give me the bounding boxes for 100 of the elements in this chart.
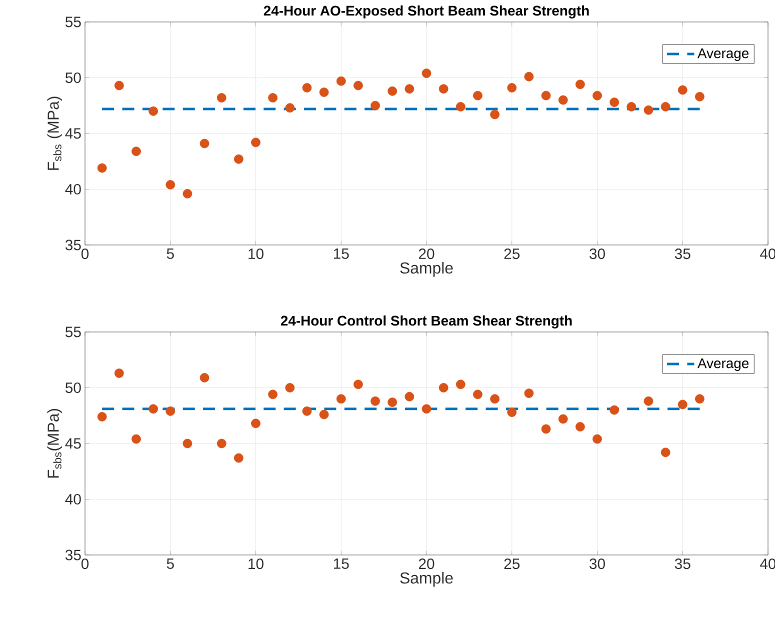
- point: [575, 422, 585, 432]
- point: [148, 404, 158, 414]
- point: [438, 383, 448, 392]
- point: [541, 424, 551, 434]
- point: [319, 410, 329, 420]
- point: [524, 72, 534, 82]
- legend-label: Average: [698, 48, 749, 61]
- point: [592, 434, 602, 444]
- x-axis-title: Sample: [400, 262, 453, 277]
- x-tick-label: 25: [504, 558, 520, 570]
- x-tick-label: 15: [334, 558, 349, 569]
- point: [114, 80, 124, 90]
- point: [422, 68, 432, 78]
- point: [200, 373, 210, 382]
- legend-label: Average: [698, 358, 749, 371]
- x-tick-label: 20: [418, 248, 434, 260]
- point: [473, 90, 482, 100]
- point: [370, 100, 380, 110]
- x-tick-label: 35: [674, 248, 690, 260]
- point: [388, 86, 398, 96]
- point: [354, 380, 363, 390]
- point: [660, 448, 670, 458]
- y-tick-label: 50: [65, 382, 81, 394]
- point: [234, 453, 244, 463]
- point: [251, 418, 260, 428]
- point: [660, 102, 670, 112]
- point: [268, 390, 278, 400]
- x-tick-label: 5: [166, 248, 174, 259]
- point: [234, 154, 244, 164]
- x-tick-label: 30: [590, 248, 605, 260]
- point: [336, 76, 346, 86]
- point: [336, 394, 346, 404]
- y-tick-label: 45: [65, 128, 81, 139]
- y-tick-label: 40: [65, 494, 81, 505]
- point: [507, 408, 517, 417]
- x-axis-title: Sample: [400, 572, 453, 587]
- x-tick-label: 10: [248, 248, 264, 260]
- point: [268, 93, 278, 103]
- chart-title: 24-Hour Control Short Beam Shear Strength: [280, 315, 572, 328]
- y-tick-label: 55: [65, 326, 81, 338]
- point: [302, 83, 312, 92]
- point: [456, 102, 466, 112]
- point: [473, 390, 482, 400]
- point: [610, 405, 620, 415]
- point: [404, 392, 414, 402]
- y-tick-label: 45: [65, 438, 81, 449]
- point: [575, 80, 585, 90]
- point: [132, 434, 141, 444]
- y-axis-title: F$_{sbs}$ (MPa): [47, 96, 62, 170]
- point: [302, 406, 312, 416]
- point: [216, 438, 226, 448]
- point: [148, 106, 158, 116]
- point: [490, 110, 500, 120]
- point: [319, 88, 329, 97]
- point: [592, 90, 602, 100]
- point: [678, 400, 688, 410]
- point: [524, 388, 534, 398]
- point: [114, 368, 124, 378]
- y-tick-label: 40: [65, 184, 81, 195]
- x-tick-label: 10: [248, 558, 264, 570]
- point: [285, 103, 295, 113]
- point: [166, 180, 176, 190]
- point: [422, 404, 432, 414]
- point: [626, 102, 636, 112]
- point: [216, 93, 226, 103]
- point: [404, 84, 414, 94]
- point: [251, 138, 260, 148]
- point: [354, 80, 363, 90]
- y-tick-label: 50: [65, 72, 81, 84]
- x-tick-label: 0: [81, 248, 89, 260]
- x-tick-label: 25: [504, 248, 520, 260]
- x-tick-label: 15: [334, 248, 349, 259]
- point: [438, 84, 448, 94]
- point: [456, 380, 466, 390]
- point: [558, 414, 568, 424]
- point: [695, 92, 704, 102]
- point: [97, 163, 107, 173]
- y-tick-label: 35: [65, 240, 81, 250]
- x-tick-label: 0: [81, 558, 89, 570]
- x-tick-label: 35: [674, 558, 690, 570]
- x-tick-label: 20: [418, 558, 434, 570]
- y-axis-title: F$_{sbs}$(MPa): [47, 408, 62, 478]
- point: [695, 394, 704, 404]
- point: [644, 105, 654, 115]
- y-tick-label: 55: [65, 16, 81, 28]
- y-tick-label: 35: [65, 550, 81, 560]
- x-tick-label: 30: [590, 558, 605, 570]
- point: [610, 98, 620, 107]
- point: [558, 95, 568, 105]
- x-tick-label: 5: [166, 558, 174, 569]
- point: [200, 138, 210, 148]
- point: [644, 396, 654, 406]
- point: [678, 85, 688, 95]
- point: [490, 394, 500, 404]
- point: [166, 406, 176, 416]
- chart-title: 24-Hour AO-Exposed Short Beam Shear Strength: [264, 5, 589, 18]
- point: [507, 83, 517, 92]
- point: [541, 90, 551, 100]
- point: [388, 398, 398, 407]
- point: [132, 146, 141, 156]
